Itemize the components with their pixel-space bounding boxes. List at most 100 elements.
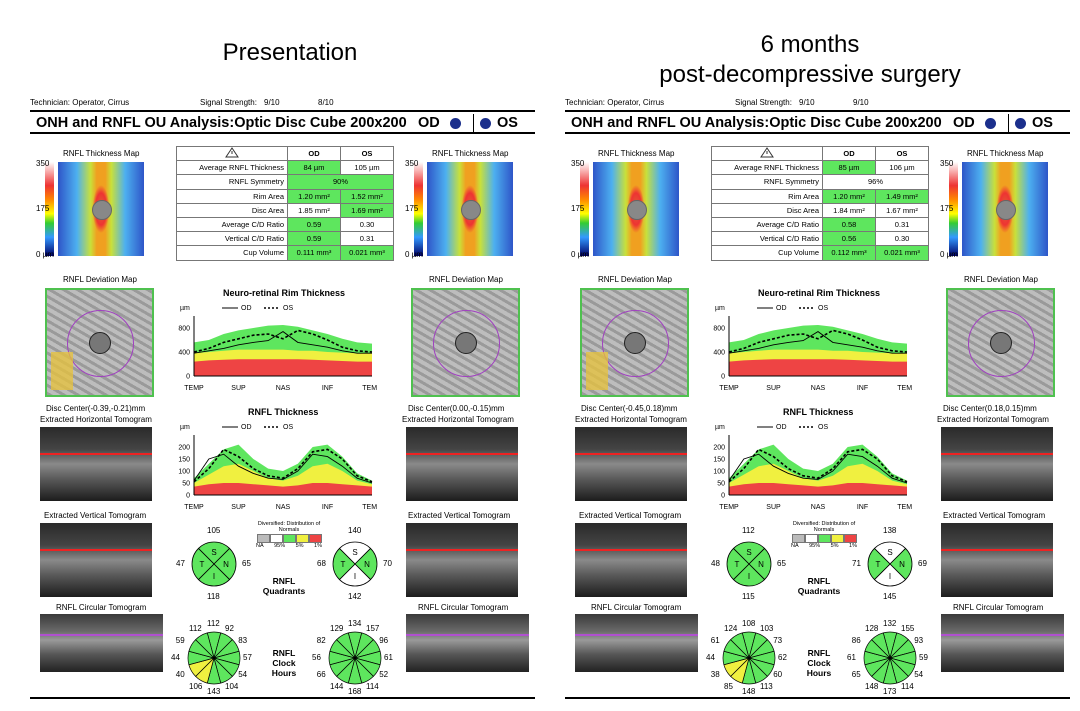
rnfl-boundary-line [575,453,687,455]
row-label: RNFL Symmetry [711,174,823,190]
vertical-tomogram-title-os: Extracted Vertical Tomogram [943,511,1046,520]
table-header-row: OD OS [711,145,929,162]
quadrant-sector [197,541,231,565]
disc-outline [990,332,1012,354]
unit-label: µm [715,424,725,431]
legend-od: OD [241,305,252,312]
rnfl-boundary-line [941,549,1053,551]
clock-hour-value: 54 [238,670,248,679]
legend-swatch [843,534,857,543]
clock-hour-value: 54 [914,670,924,679]
quadrants-label: RNFL Quadrants [254,576,314,596]
quadrant-value-left: 48 [711,559,720,568]
thickness-scale-bar [45,162,54,256]
row-value-os: 1.67 mm² [875,202,929,218]
parameters-table: OD OS Average RNFL Thickness 85 µm 106 µm RNF… [711,145,929,261]
x-tick-label: NAS [276,504,291,511]
quadrant-value-top: 112 [742,526,755,535]
x-tick-label: TEMP [897,504,912,511]
rnfl-boundary-line [941,634,1064,636]
unit-label: µm [180,305,190,312]
optic-disc-marker [92,200,112,220]
table-row: Cup Volume 0.111 mm³ 0.021 mm³ [176,245,394,261]
legend-swatch [256,534,270,543]
signal-strength-od: 9/10 [799,98,815,107]
panel-title-line-1: 6 months [760,31,860,58]
legend-od: OD [241,424,252,431]
abnormal-band [194,483,372,495]
quadrant-value-bottom: 118 [207,592,220,601]
x-tick-label: TEMP [719,385,739,392]
circular-tomogram-od [575,614,698,672]
legend-od: OD [776,305,787,312]
quadrant-sector [732,541,766,565]
scale-mid: 175 [940,204,954,213]
y-tick-label: 400 [178,350,190,357]
unit-label: µm [180,424,190,431]
quadrant-sector [726,547,750,581]
eye-divider [1008,114,1009,132]
quadrant-letter: S [887,548,892,557]
clock-label-line: RNFL [807,648,831,658]
clock-hour-value: 155 [901,623,915,633]
legend-label: NA [791,543,799,549]
report-title-bar: ONH and RNFL OU Analysis:Optic Disc Cube… [565,110,1070,134]
legend-label: 95% [809,543,821,549]
horizontal-tomogram-title-os: Extracted Horizontal Tomogram [402,415,514,424]
row-value-os: 0.30 [340,216,394,233]
clock-hour-value: 148 [742,687,756,696]
scale-mid: 175 [405,204,419,213]
table-row: Disc Area 1.84 mm² 1.67 mm² [711,202,929,218]
rnfl-boundary-line [575,634,698,636]
rnfl-thickness-map-os [427,162,513,256]
abnormal-band [729,483,907,495]
optic-disc-marker [461,200,481,220]
table-row: Disc Area 1.85 mm² 1.69 mm² [176,202,394,218]
clock-hour-value: 108 [742,619,756,628]
legend-os: OS [818,305,828,312]
clock-hour-value: 93 [914,636,924,645]
clock-sector [730,632,750,660]
clock-hour-value: 57 [243,653,252,662]
x-tick-label: TEMP [719,504,739,511]
quadrants-label-line: RNFL [272,576,296,586]
rim-chart: µm OD OS 800 400 0 TEMP SUP NAS INF TEMP [713,305,912,392]
circular-tomogram-title-od: RNFL Circular Tomogram [56,603,147,612]
quadrant-sector [889,547,913,581]
scale-min: 0 µm [940,250,958,259]
row-value-span: 90% [287,174,394,190]
od-profile-line [728,453,908,484]
deviation-map-title-os: RNFL Deviation Map [964,275,1038,284]
table-row: Average C/D Ratio 0.58 0.31 [711,216,929,233]
header-line: Technician: Operator, Cirrus Signal Stren… [565,98,1070,110]
rnfl-chart: µm OD OS 200 150 100 50 0 TEMP SUP NAS INF TEMP [713,424,912,511]
rnfl-boundary-line [40,634,163,636]
clock-hour-value: 62 [778,653,787,662]
disc-center-os: Disc Center(0.18,0.15)mm [943,404,1037,413]
clock-hour-value: 132 [883,619,897,628]
clock-hour-value: 61 [384,653,393,662]
vertical-tomogram-title-od: Extracted Vertical Tomogram [579,511,682,520]
circular-tomogram-os [941,614,1064,672]
clock-hour-value: 103 [760,623,774,633]
row-value-os: 105 µm [340,160,394,176]
abnormal-band [729,359,907,376]
y-tick-label: 400 [713,350,725,357]
table-row: Rim Area 1.20 mm² 1.52 mm² [176,188,394,204]
disc-outline [624,332,646,354]
clock-hour-value: 44 [706,653,715,662]
table-row: RNFL Symmetry 90% [176,174,394,190]
row-value-os: 0.31 [340,231,394,247]
row-label: Vertical C/D Ratio [711,231,823,247]
y-tick-label: 800 [178,326,190,333]
clock-hour-value: 96 [379,636,389,645]
row-label: Average C/D Ratio [176,216,288,233]
clock-hour-value: 82 [316,636,326,645]
rnfl-boundary-line [575,549,687,551]
rnfl-boundary-line [406,453,518,455]
quadrant-letter: S [211,548,216,557]
os-eye-icon [480,118,491,129]
row-value-os: 0.31 [875,216,929,233]
scale-max: 350 [36,159,50,168]
clock-hour-value: 134 [348,619,362,628]
